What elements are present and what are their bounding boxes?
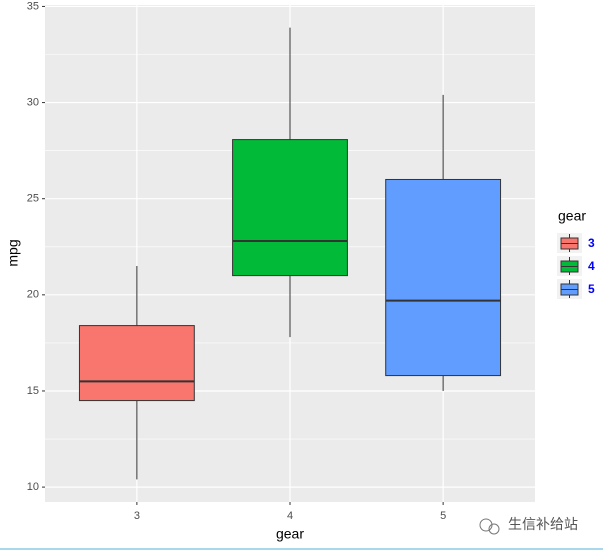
legend-label: 3: [588, 236, 595, 250]
y-tick-label: 25: [27, 193, 39, 205]
box: [232, 139, 348, 277]
legend-label: 4: [588, 259, 595, 273]
x-tick-label: 5: [440, 510, 446, 522]
watermark: 生信补给站: [508, 517, 578, 533]
box: [78, 325, 195, 402]
x-axis-title: gear: [276, 526, 304, 542]
legend-label: 5: [588, 282, 595, 296]
y-tick-label: 35: [27, 0, 39, 12]
box: [385, 178, 502, 377]
y-tick-label: 10: [27, 481, 39, 493]
legend-title: gear: [558, 208, 586, 224]
watermark-icon: [479, 518, 500, 535]
y-tick-label: 20: [27, 289, 39, 301]
y-tick-label: 15: [27, 385, 39, 397]
y-axis-title: mpg: [5, 239, 21, 266]
x-tick-label: 3: [134, 510, 140, 522]
y-tick-label: 30: [27, 96, 39, 108]
x-tick-label: 4: [287, 510, 293, 522]
